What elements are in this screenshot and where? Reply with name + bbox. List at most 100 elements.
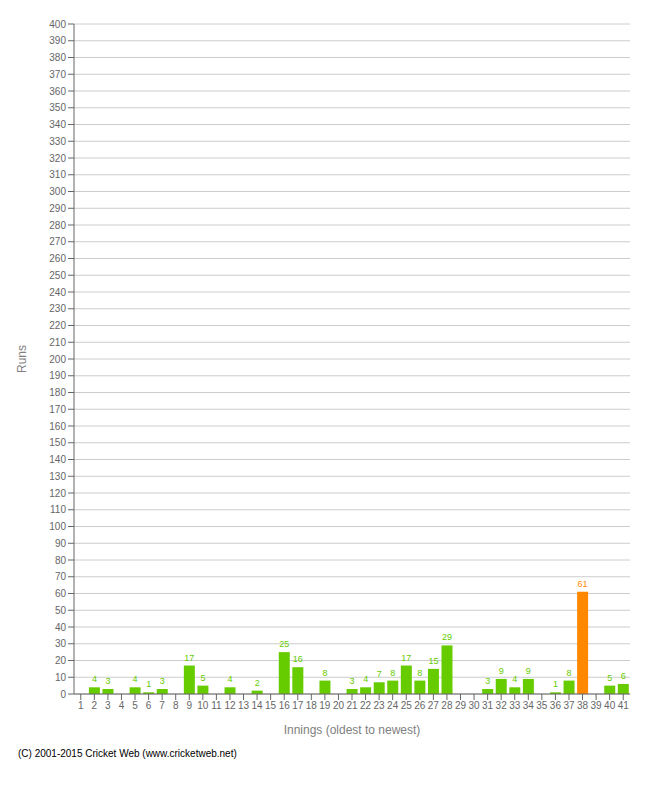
svg-text:170: 170 bbox=[49, 404, 66, 415]
svg-text:110: 110 bbox=[50, 504, 66, 515]
svg-text:4: 4 bbox=[119, 700, 125, 711]
svg-text:24: 24 bbox=[387, 700, 399, 711]
svg-text:8: 8 bbox=[322, 668, 327, 678]
svg-text:29: 29 bbox=[442, 632, 452, 642]
svg-text:350: 350 bbox=[49, 102, 66, 113]
svg-text:340: 340 bbox=[49, 119, 66, 130]
svg-text:1: 1 bbox=[553, 679, 558, 689]
svg-text:4: 4 bbox=[92, 674, 97, 684]
svg-text:3: 3 bbox=[160, 676, 165, 686]
svg-text:29: 29 bbox=[455, 700, 467, 711]
svg-text:50: 50 bbox=[55, 605, 67, 616]
svg-text:20: 20 bbox=[55, 655, 67, 666]
svg-text:3: 3 bbox=[105, 700, 111, 711]
svg-text:61: 61 bbox=[578, 579, 588, 589]
svg-text:40: 40 bbox=[55, 622, 67, 633]
svg-text:22: 22 bbox=[360, 700, 372, 711]
svg-text:130: 130 bbox=[49, 471, 66, 482]
svg-text:1: 1 bbox=[146, 679, 151, 689]
svg-text:11: 11 bbox=[211, 700, 222, 711]
svg-text:3: 3 bbox=[485, 676, 490, 686]
svg-text:41: 41 bbox=[618, 700, 630, 711]
svg-text:400: 400 bbox=[49, 19, 66, 30]
svg-text:8: 8 bbox=[390, 668, 395, 678]
svg-text:26: 26 bbox=[414, 700, 426, 711]
svg-text:240: 240 bbox=[49, 287, 66, 298]
svg-text:80: 80 bbox=[55, 555, 67, 566]
svg-text:9: 9 bbox=[499, 666, 504, 676]
svg-text:Innings (oldest to newest): Innings (oldest to newest) bbox=[284, 723, 421, 737]
svg-text:5: 5 bbox=[607, 673, 612, 683]
svg-text:140: 140 bbox=[49, 454, 66, 465]
svg-text:160: 160 bbox=[49, 421, 66, 432]
svg-text:5: 5 bbox=[200, 673, 205, 683]
svg-text:280: 280 bbox=[49, 220, 66, 231]
svg-text:250: 250 bbox=[49, 270, 66, 281]
svg-text:31: 31 bbox=[482, 700, 494, 711]
svg-text:30: 30 bbox=[55, 638, 67, 649]
svg-text:36: 36 bbox=[550, 700, 562, 711]
svg-text:260: 260 bbox=[49, 253, 66, 264]
svg-text:23: 23 bbox=[374, 700, 386, 711]
svg-text:34: 34 bbox=[523, 700, 535, 711]
svg-text:2: 2 bbox=[255, 678, 260, 688]
svg-text:32: 32 bbox=[496, 700, 508, 711]
svg-text:70: 70 bbox=[55, 571, 67, 582]
svg-text:9: 9 bbox=[526, 666, 531, 676]
svg-text:Runs: Runs bbox=[15, 345, 29, 373]
svg-text:2: 2 bbox=[92, 700, 98, 711]
svg-text:7: 7 bbox=[377, 669, 382, 679]
svg-text:190: 190 bbox=[49, 370, 66, 381]
svg-text:19: 19 bbox=[319, 700, 331, 711]
svg-text:9: 9 bbox=[186, 700, 192, 711]
svg-text:30: 30 bbox=[468, 700, 480, 711]
svg-text:180: 180 bbox=[49, 387, 66, 398]
svg-text:90: 90 bbox=[55, 538, 67, 549]
svg-text:270: 270 bbox=[49, 236, 66, 247]
svg-text:5: 5 bbox=[132, 700, 138, 711]
svg-text:6: 6 bbox=[146, 700, 152, 711]
svg-text:380: 380 bbox=[49, 52, 66, 63]
svg-text:8: 8 bbox=[417, 668, 422, 678]
svg-text:18: 18 bbox=[306, 700, 318, 711]
svg-text:4: 4 bbox=[363, 674, 368, 684]
svg-text:27: 27 bbox=[428, 700, 440, 711]
svg-text:100: 100 bbox=[49, 521, 66, 532]
svg-text:39: 39 bbox=[591, 700, 603, 711]
svg-text:10: 10 bbox=[197, 700, 209, 711]
svg-text:3: 3 bbox=[105, 676, 110, 686]
svg-text:33: 33 bbox=[509, 700, 521, 711]
svg-text:13: 13 bbox=[238, 700, 250, 711]
svg-text:28: 28 bbox=[441, 700, 453, 711]
svg-text:25: 25 bbox=[279, 639, 289, 649]
svg-text:17: 17 bbox=[401, 653, 411, 663]
svg-text:8: 8 bbox=[173, 700, 179, 711]
svg-text:7: 7 bbox=[159, 700, 165, 711]
svg-text:310: 310 bbox=[49, 169, 66, 180]
svg-text:300: 300 bbox=[49, 186, 66, 197]
svg-text:12: 12 bbox=[224, 700, 236, 711]
svg-text:15: 15 bbox=[265, 700, 277, 711]
svg-text:230: 230 bbox=[49, 303, 66, 314]
svg-text:370: 370 bbox=[49, 69, 66, 80]
svg-text:1: 1 bbox=[78, 700, 84, 711]
svg-text:120: 120 bbox=[49, 488, 66, 499]
svg-text:210: 210 bbox=[49, 337, 66, 348]
svg-text:17: 17 bbox=[184, 653, 194, 663]
svg-text:4: 4 bbox=[228, 674, 233, 684]
svg-text:17: 17 bbox=[292, 700, 304, 711]
svg-text:150: 150 bbox=[49, 437, 66, 448]
svg-text:38: 38 bbox=[577, 700, 589, 711]
svg-text:3: 3 bbox=[350, 676, 355, 686]
svg-text:290: 290 bbox=[49, 203, 66, 214]
svg-text:16: 16 bbox=[279, 700, 291, 711]
svg-text:8: 8 bbox=[567, 668, 572, 678]
svg-text:16: 16 bbox=[293, 654, 303, 664]
svg-text:4: 4 bbox=[512, 674, 517, 684]
svg-text:60: 60 bbox=[55, 588, 67, 599]
svg-text:390: 390 bbox=[49, 35, 66, 46]
svg-text:220: 220 bbox=[49, 320, 66, 331]
svg-text:35: 35 bbox=[536, 700, 548, 711]
svg-text:37: 37 bbox=[563, 700, 575, 711]
svg-text:320: 320 bbox=[49, 153, 66, 164]
